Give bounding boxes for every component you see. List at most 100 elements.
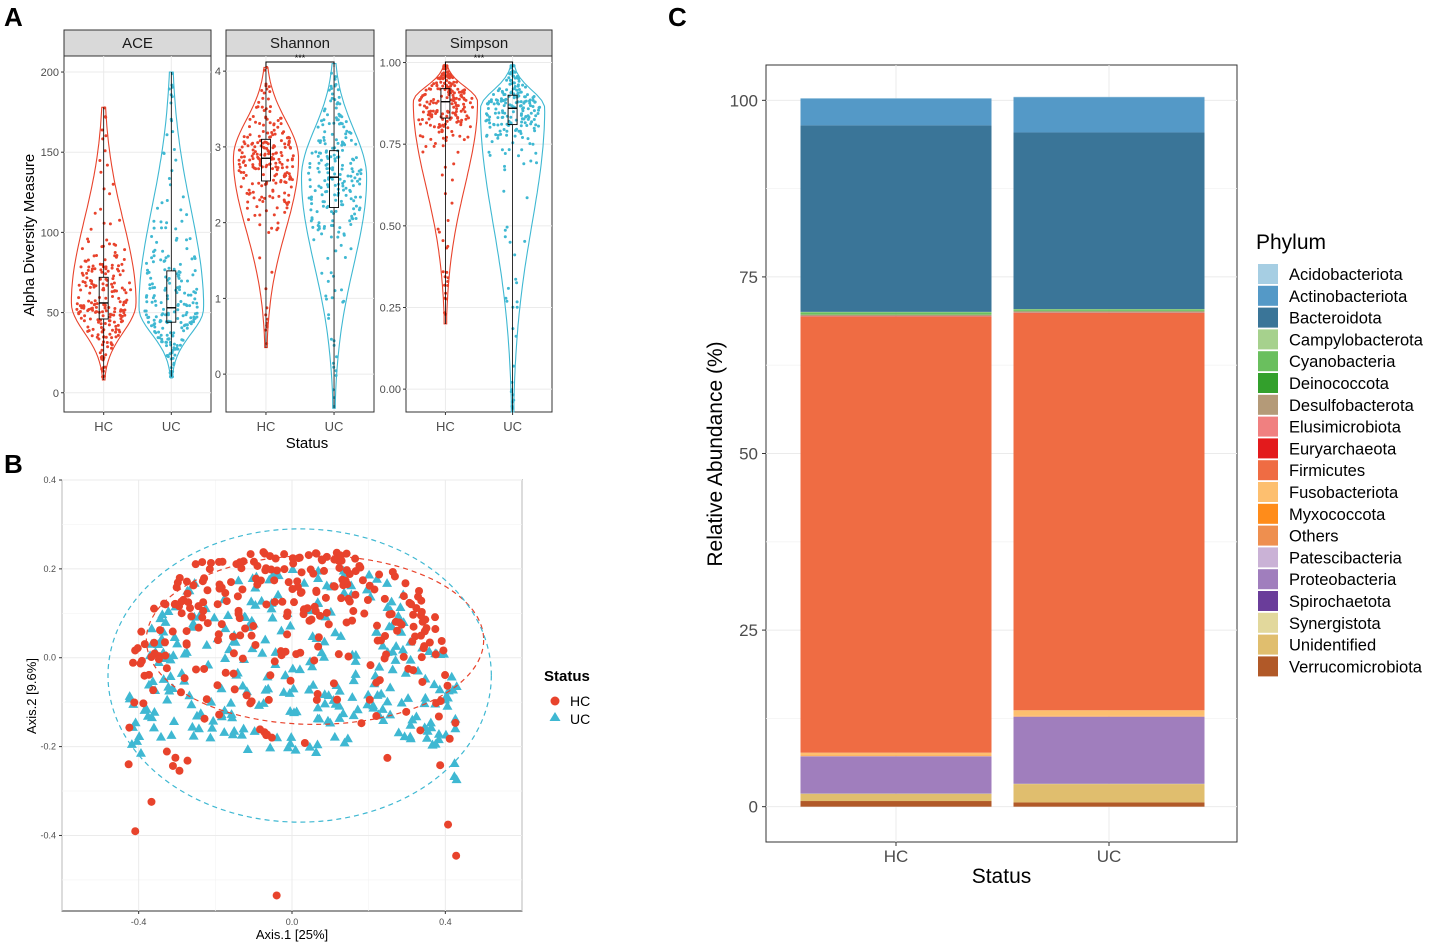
facet-ace: ACE 0 50 100 150 200 HC UC (41, 29, 212, 434)
uc-point (371, 626, 382, 636)
hc-point (236, 631, 245, 640)
data-point (156, 206, 159, 210)
hc-point (251, 574, 260, 583)
data-point (356, 179, 359, 183)
data-point (172, 148, 176, 151)
data-point (270, 131, 274, 134)
uc-point (257, 648, 268, 657)
data-point (256, 105, 260, 109)
hc-point (150, 638, 159, 647)
uc-point (425, 717, 436, 727)
legend-label: Patescibacteria (1289, 549, 1403, 567)
data-point (528, 98, 532, 102)
data-point (461, 107, 465, 111)
data-point (334, 209, 338, 213)
data-point (103, 258, 107, 262)
hc-point (205, 565, 214, 574)
uc-point (265, 742, 276, 752)
data-point (151, 260, 155, 264)
uc-point (169, 716, 180, 725)
hc-point (238, 585, 247, 594)
data-point (159, 258, 163, 262)
data-point (344, 136, 348, 140)
hc-point (293, 577, 302, 586)
data-point (272, 213, 276, 217)
x-tick-label: 0.4 (439, 917, 452, 927)
uc-point (278, 687, 289, 696)
data-point (465, 114, 469, 118)
data-point (512, 94, 516, 98)
data-point (437, 125, 441, 129)
uc-point (338, 708, 349, 718)
uc-point (132, 736, 143, 745)
data-point (308, 162, 312, 165)
uc-point (233, 575, 244, 585)
data-point (118, 300, 122, 304)
uc-point (250, 600, 261, 609)
uc-point (126, 739, 137, 748)
data-point (106, 269, 110, 273)
legend-swatch (1258, 285, 1278, 306)
legend-swatch (1258, 569, 1278, 590)
data-point (93, 299, 97, 303)
data-point (79, 288, 83, 292)
uc-point (294, 664, 305, 674)
data-point (251, 148, 255, 152)
hc-point (388, 567, 397, 576)
data-point (275, 172, 279, 176)
data-point (263, 196, 266, 200)
data-point (450, 201, 454, 205)
hc-point (407, 600, 416, 609)
data-point (448, 117, 452, 121)
data-point (150, 324, 153, 328)
data-point (114, 324, 118, 328)
legend-swatch (1258, 264, 1278, 284)
data-point (330, 224, 333, 227)
y-tick-label: 0 (53, 388, 59, 400)
uc-point (208, 715, 219, 725)
data-point (104, 134, 108, 138)
data-point (103, 365, 107, 369)
data-point (332, 388, 335, 392)
data-point (287, 193, 291, 197)
hc-point (358, 576, 367, 585)
data-point (307, 196, 311, 200)
data-point (240, 145, 244, 149)
data-point (436, 99, 440, 103)
data-point (152, 250, 155, 254)
data-point (447, 76, 450, 79)
data-point (176, 274, 180, 278)
data-point (174, 238, 178, 242)
legend-hc-marker (550, 696, 560, 706)
data-point (511, 393, 515, 397)
data-point (123, 288, 126, 292)
data-point (515, 127, 519, 131)
data-point (269, 135, 272, 139)
y-tick-label: 100 (730, 91, 758, 110)
data-point (334, 374, 338, 377)
data-point (448, 72, 452, 76)
y-tick-label: 0.00 (380, 384, 401, 396)
data-point (105, 283, 109, 287)
y-tick-label: 0.0 (43, 653, 56, 663)
data-point (268, 110, 272, 113)
hc-point (431, 613, 440, 622)
data-point (193, 297, 197, 301)
data-point (274, 161, 278, 165)
uc-point (371, 574, 382, 583)
hc-point (418, 677, 427, 686)
hc-point (221, 589, 230, 598)
hc-point (147, 653, 156, 662)
data-point (509, 115, 513, 119)
uc-point (266, 603, 277, 613)
data-point (337, 230, 341, 234)
data-point (272, 128, 276, 132)
data-point (445, 114, 449, 118)
data-point (105, 341, 109, 344)
data-point (329, 155, 333, 159)
data-point (279, 151, 283, 154)
hc-point (431, 650, 440, 659)
data-point (120, 262, 124, 266)
data-point (322, 138, 326, 142)
uc-point (319, 698, 330, 708)
